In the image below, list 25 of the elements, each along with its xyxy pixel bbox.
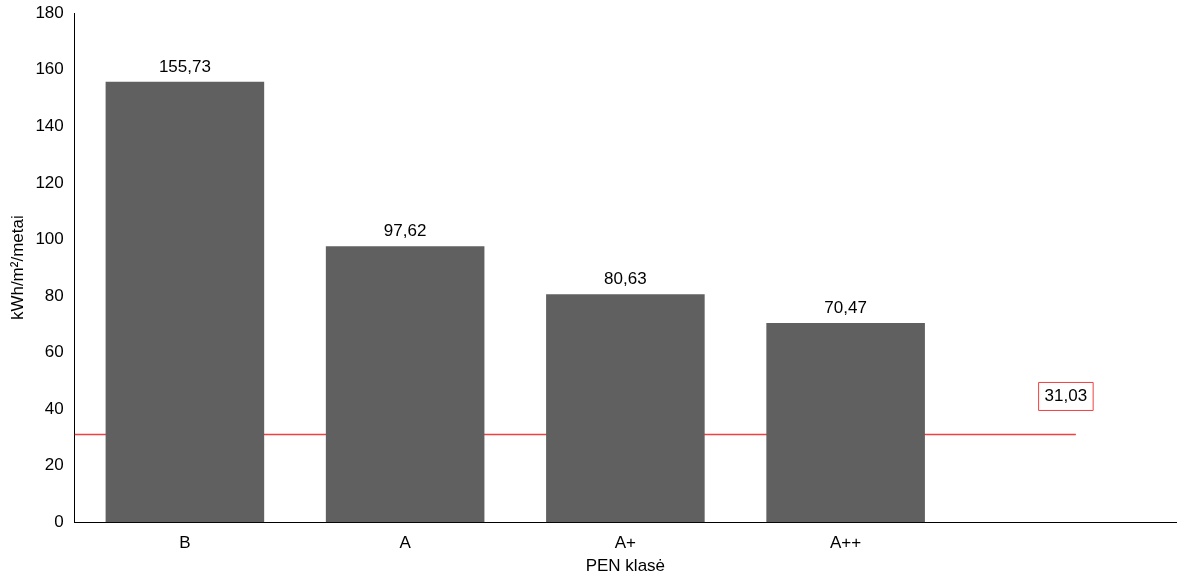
- y-tick-label: 0: [54, 511, 64, 531]
- data-label: 80,63: [604, 269, 647, 289]
- x-axis-title: PEN klasė: [585, 556, 666, 576]
- bar: [105, 81, 265, 523]
- data-label: 70,47: [824, 298, 867, 318]
- data-label: 155,73: [158, 57, 211, 77]
- bar: [766, 322, 925, 523]
- y-tick-label: 20: [44, 455, 64, 475]
- x-tick-label: A++: [830, 533, 862, 553]
- y-tick-label: 60: [44, 342, 64, 362]
- y-axis-title: kWh/m²/metai: [7, 215, 27, 321]
- ref-line-label: 31,03: [1044, 386, 1088, 406]
- y-tick-label: 100: [35, 229, 64, 249]
- y-tick-label: 80: [44, 285, 64, 305]
- y-tick-label: 40: [44, 398, 64, 418]
- y-tick-label: 120: [35, 172, 64, 192]
- x-tick-label: B: [179, 533, 191, 553]
- y-tick-label: 180: [35, 2, 64, 22]
- bar: [325, 246, 485, 523]
- data-label: 97,62: [383, 221, 427, 241]
- y-tick-label: 140: [35, 116, 64, 135]
- x-tick-label: A+: [614, 533, 637, 553]
- y-tick-label: 160: [35, 59, 64, 79]
- bar: [546, 294, 705, 523]
- x-tick-label: A: [399, 533, 412, 553]
